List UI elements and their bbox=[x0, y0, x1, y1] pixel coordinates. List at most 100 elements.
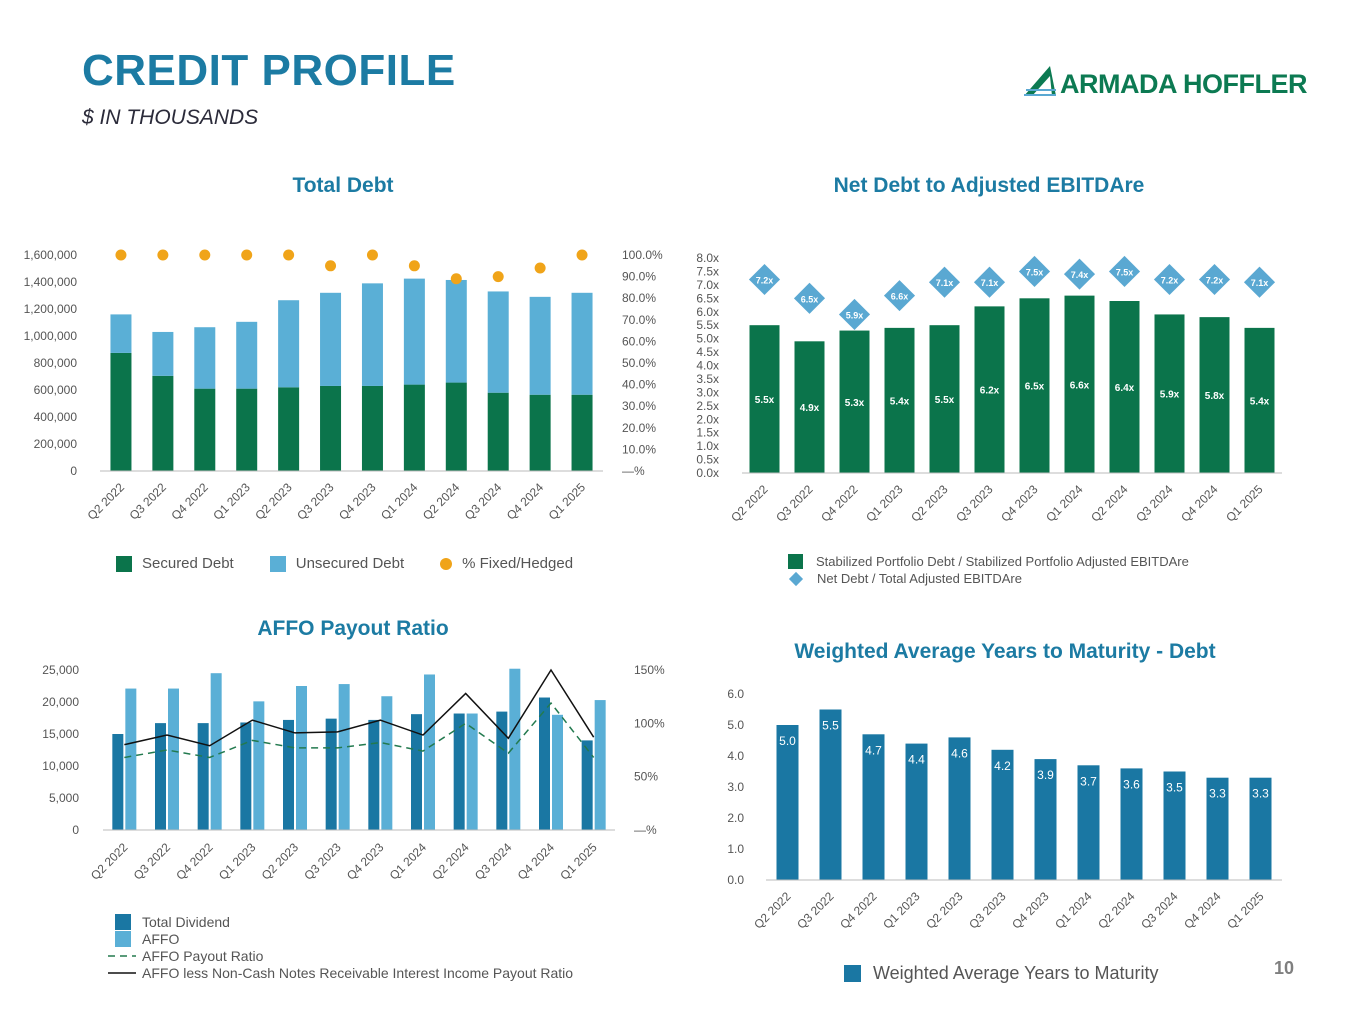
y-tick-label: 3.0 bbox=[727, 780, 744, 794]
unsecured-debt-bar bbox=[194, 327, 216, 389]
stabilized-debt-label: 4.9x bbox=[800, 403, 820, 414]
fixed-hedged-point bbox=[576, 249, 588, 261]
maturity-label: 4.2 bbox=[994, 759, 1011, 773]
secured-debt-bar bbox=[194, 388, 216, 471]
fixed-hedged-point bbox=[450, 273, 462, 285]
secured-debt-bar bbox=[110, 352, 132, 471]
y2-tick-label: 100.0% bbox=[622, 248, 663, 262]
fixed-hedged-point bbox=[115, 249, 127, 261]
fixed-hedged-point bbox=[366, 249, 378, 261]
y-tick-label: 0 bbox=[72, 823, 79, 837]
net-debt-diamond bbox=[973, 266, 1006, 298]
stabilized-debt-bar bbox=[1154, 314, 1185, 473]
affo-bar bbox=[210, 673, 222, 830]
net-debt-title: Net Debt to Adjusted EBITDAre bbox=[833, 174, 1145, 197]
unsecured-debt-bar bbox=[445, 279, 467, 383]
affo-bar bbox=[552, 714, 563, 830]
y2-tick-label: 70.0% bbox=[622, 313, 656, 327]
unsecured-debt-bar bbox=[529, 296, 551, 395]
affo-x-tick-label: Q2 2024 bbox=[429, 840, 472, 883]
legend-swatch-dividend bbox=[115, 913, 131, 930]
maturity-bar bbox=[905, 743, 928, 880]
wam-x-tick-label: Q1 2025 bbox=[1224, 889, 1267, 932]
unsecured-debt-bar bbox=[361, 283, 383, 386]
affo-bar bbox=[381, 696, 393, 830]
stabilized-debt-bar bbox=[749, 325, 780, 473]
affo-title: AFFO Payout Ratio bbox=[257, 617, 449, 640]
secured-debt-bar bbox=[236, 388, 258, 471]
maturity-bar bbox=[819, 709, 842, 880]
legend-label-dividend: Total Dividend bbox=[142, 913, 230, 930]
y2-tick-label: 90.0% bbox=[622, 270, 656, 284]
ebitda-x-tick-label: Q2 2022 bbox=[728, 482, 771, 525]
wam-x-tick-label: Q1 2023 bbox=[880, 889, 923, 932]
maturity-bar bbox=[1163, 771, 1186, 880]
net-debt-diamond bbox=[838, 298, 871, 330]
stabilized-debt-bar bbox=[1244, 327, 1275, 473]
y-tick-label: 1.0 bbox=[727, 842, 744, 856]
wam-x-tick-label: Q3 2023 bbox=[966, 889, 1009, 932]
stabilized-debt-label: 5.5x bbox=[755, 395, 775, 406]
legend-swatch-stabilized bbox=[788, 554, 803, 569]
stabilized-debt-label: 5.3x bbox=[845, 398, 865, 409]
y-tick-label: 1,000,000 bbox=[24, 329, 78, 343]
total-dividend-bar bbox=[240, 722, 252, 830]
net-debt-diamond bbox=[1243, 266, 1276, 298]
y-tick-label: 15,000 bbox=[42, 727, 79, 741]
y-tick-label: 400,000 bbox=[34, 410, 78, 424]
wam-x-tick-label: Q4 2024 bbox=[1181, 889, 1224, 932]
y-tick-label: 0 bbox=[70, 464, 77, 478]
total-dividend-bar bbox=[155, 723, 166, 830]
stabilized-debt-label: 6.5x bbox=[1025, 382, 1045, 393]
maturity-label: 3.5 bbox=[1166, 781, 1183, 795]
y2-tick-label: —% bbox=[634, 823, 657, 837]
maturity-label: 3.3 bbox=[1252, 787, 1269, 801]
net-debt-label: 6.5x bbox=[801, 294, 819, 304]
debt-x-tick-label: Q1 2023 bbox=[210, 480, 253, 523]
y-tick-label: 6.5x bbox=[696, 291, 719, 305]
stabilized-debt-bar bbox=[974, 306, 1005, 473]
y-tick-label: 8.0x bbox=[696, 251, 719, 265]
logo-text: ARMADA HOFFLER bbox=[1060, 69, 1307, 99]
legend-label-payout: AFFO Payout Ratio bbox=[142, 947, 264, 964]
affo-bar bbox=[424, 674, 435, 830]
net-debt-diamond bbox=[1153, 263, 1186, 296]
legend-swatch-secured bbox=[116, 555, 132, 572]
net-debt-label: 7.2x bbox=[1161, 276, 1179, 286]
y-tick-label: 25,000 bbox=[42, 663, 79, 677]
maturity-label: 5.0 bbox=[779, 734, 796, 748]
y-tick-label: 0.5x bbox=[696, 453, 719, 467]
affo-x-tick-label: Q2 2023 bbox=[259, 840, 302, 883]
unsecured-debt-bar bbox=[571, 292, 593, 395]
net-debt-label: 7.1x bbox=[981, 278, 999, 288]
maturity-label: 4.7 bbox=[865, 743, 882, 757]
ebitda-x-tick-label: Q2 2023 bbox=[908, 482, 951, 525]
stabilized-debt-label: 5.4x bbox=[890, 396, 910, 407]
unsecured-debt-bar bbox=[278, 300, 300, 388]
unsecured-debt-bar bbox=[236, 321, 258, 389]
net-debt-label: 7.1x bbox=[1251, 278, 1269, 288]
legend-label-secured: Secured Debt bbox=[142, 555, 234, 572]
ebitda-x-tick-label: Q3 2024 bbox=[1133, 482, 1176, 525]
fixed-hedged-point bbox=[241, 249, 253, 261]
y-tick-label: 4.5x bbox=[696, 345, 719, 359]
affo-payout-line bbox=[124, 701, 595, 759]
total-dividend-bar bbox=[283, 719, 294, 830]
fixed-hedged-point bbox=[157, 249, 169, 261]
y2-tick-label: 50% bbox=[634, 770, 658, 784]
y-tick-label: 1,400,000 bbox=[24, 275, 78, 289]
legend-dot-fixed bbox=[440, 557, 453, 570]
page-subtitle: $ IN THOUSANDS bbox=[82, 106, 259, 129]
affo-x-tick-label: Q4 2024 bbox=[515, 840, 558, 883]
maturity-chart: 0.0 1.0 2.0 3.0 4.0 5.0 6.0 5.0 5.5 4.7 4.4 4.6 4.2 3… bbox=[727, 687, 1282, 932]
y-tick-label: 1,200,000 bbox=[24, 302, 78, 316]
debt-x-tick-label: Q2 2022 bbox=[85, 480, 128, 523]
affo-legend: Total Dividend AFFO AFFO Payout Ratio AF… bbox=[108, 913, 573, 981]
stabilized-debt-label: 5.4x bbox=[1250, 396, 1270, 407]
maturity-bar bbox=[1077, 765, 1100, 880]
maturity-label: 3.9 bbox=[1037, 768, 1054, 782]
wam-x-tick-label: Q1 2024 bbox=[1052, 889, 1095, 932]
legend-swatch-unsecured bbox=[269, 555, 286, 572]
y-tick-label: 800,000 bbox=[34, 356, 78, 370]
affo-x-tick-label: Q1 2024 bbox=[387, 840, 430, 883]
